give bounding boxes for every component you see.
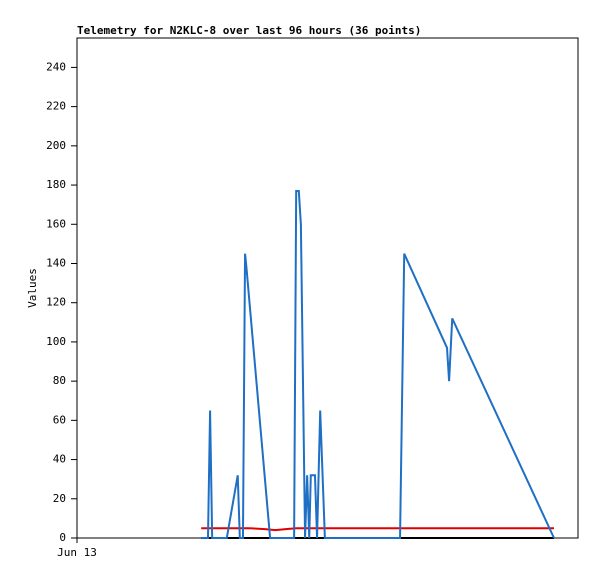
y-tick-label: 160 [46, 217, 66, 230]
y-tick-label: 180 [46, 178, 66, 191]
y-tick-label: 20 [53, 492, 66, 505]
y-tick-label: 0 [59, 531, 66, 544]
series-line [201, 189, 555, 539]
y-tick-label: 40 [53, 453, 66, 466]
x-tick-label: Jun 13 [57, 546, 97, 559]
chart-title: Telemetry for N2KLC-8 over last 96 hours… [77, 24, 421, 37]
y-axis-label: Values [26, 268, 39, 308]
y-tick-label: 100 [46, 335, 66, 348]
series-line [201, 527, 554, 532]
plot-frame [76, 37, 579, 539]
y-tick-label: 240 [46, 60, 66, 73]
y-tick-label: 140 [46, 256, 66, 269]
y-tick-label: 60 [53, 413, 66, 426]
y-tick-label: 120 [46, 296, 66, 309]
y-tick-label: 220 [46, 100, 66, 113]
y-tick-label: 80 [53, 374, 66, 387]
y-tick-label: 200 [46, 139, 66, 152]
